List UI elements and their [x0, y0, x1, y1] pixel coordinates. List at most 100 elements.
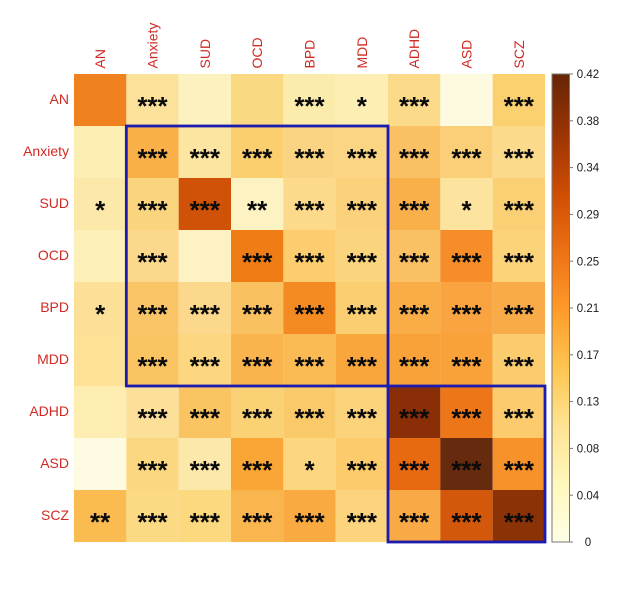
svg-text:Anxiety: Anxiety	[145, 23, 161, 69]
svg-text:***: ***	[190, 507, 221, 537]
svg-text:*: *	[357, 91, 368, 121]
svg-text:***: ***	[451, 299, 482, 329]
svg-text:***: ***	[190, 351, 221, 381]
svg-text:***: ***	[294, 299, 325, 329]
svg-text:ADHD: ADHD	[29, 403, 69, 419]
svg-text:***: ***	[451, 403, 482, 433]
svg-text:***: ***	[294, 247, 325, 277]
svg-text:***: ***	[190, 195, 221, 225]
svg-text:***: ***	[504, 91, 535, 121]
svg-text:***: ***	[137, 299, 168, 329]
svg-text:0.38: 0.38	[577, 116, 599, 128]
svg-text:AN: AN	[92, 49, 108, 68]
svg-text:***: ***	[242, 299, 273, 329]
svg-text:0: 0	[585, 537, 591, 549]
svg-text:0.34: 0.34	[577, 163, 600, 175]
svg-text:***: ***	[242, 143, 273, 173]
svg-text:*: *	[461, 195, 472, 225]
svg-text:***: ***	[137, 143, 168, 173]
svg-text:Anxiety: Anxiety	[23, 143, 69, 159]
svg-text:***: ***	[399, 247, 430, 277]
svg-text:ASD: ASD	[459, 40, 475, 69]
svg-text:***: ***	[399, 351, 430, 381]
svg-text:***: ***	[137, 247, 168, 277]
svg-text:0.08: 0.08	[577, 444, 599, 456]
svg-text:SUD: SUD	[39, 195, 69, 211]
svg-text:***: ***	[504, 143, 535, 173]
svg-text:***: ***	[347, 143, 378, 173]
svg-text:SCZ: SCZ	[511, 40, 527, 68]
svg-text:***: ***	[399, 403, 430, 433]
svg-text:***: ***	[137, 351, 168, 381]
svg-text:***: ***	[137, 195, 168, 225]
svg-text:**: **	[90, 507, 111, 537]
svg-text:***: ***	[242, 403, 273, 433]
svg-text:***: ***	[190, 143, 221, 173]
svg-text:***: ***	[399, 507, 430, 537]
svg-text:ADHD: ADHD	[406, 29, 422, 69]
svg-text:***: ***	[190, 403, 221, 433]
svg-text:AN: AN	[50, 91, 69, 107]
svg-text:*: *	[95, 195, 106, 225]
svg-text:***: ***	[347, 403, 378, 433]
svg-text:***: ***	[347, 299, 378, 329]
svg-text:***: ***	[451, 507, 482, 537]
svg-text:***: ***	[294, 143, 325, 173]
svg-text:***: ***	[399, 143, 430, 173]
svg-text:***: ***	[137, 455, 168, 485]
svg-text:***: ***	[137, 507, 168, 537]
svg-text:***: ***	[242, 507, 273, 537]
svg-text:0.42: 0.42	[577, 69, 599, 81]
svg-text:***: ***	[504, 195, 535, 225]
svg-text:0.21: 0.21	[577, 303, 599, 315]
svg-text:0.25: 0.25	[577, 256, 599, 268]
svg-text:***: ***	[451, 247, 482, 277]
svg-text:***: ***	[294, 507, 325, 537]
svg-text:***: ***	[294, 195, 325, 225]
svg-text:***: ***	[347, 195, 378, 225]
svg-text:***: ***	[347, 351, 378, 381]
svg-text:***: ***	[504, 351, 535, 381]
svg-text:*: *	[95, 299, 106, 329]
svg-text:***: ***	[190, 455, 221, 485]
svg-text:SCZ: SCZ	[41, 507, 69, 523]
svg-text:***: ***	[347, 247, 378, 277]
svg-text:***: ***	[504, 247, 535, 277]
svg-text:***: ***	[399, 91, 430, 121]
svg-text:***: ***	[399, 299, 430, 329]
svg-text:***: ***	[294, 91, 325, 121]
svg-text:MDD: MDD	[37, 351, 69, 367]
svg-text:***: ***	[242, 351, 273, 381]
svg-text:**: **	[247, 195, 268, 225]
svg-text:SUD: SUD	[197, 39, 213, 69]
svg-text:***: ***	[451, 455, 482, 485]
svg-text:BPD: BPD	[40, 299, 69, 315]
svg-text:***: ***	[347, 507, 378, 537]
svg-text:***: ***	[451, 351, 482, 381]
svg-text:0.04: 0.04	[577, 490, 600, 502]
svg-text:***: ***	[399, 455, 430, 485]
svg-text:***: ***	[451, 143, 482, 173]
svg-text:***: ***	[504, 299, 535, 329]
svg-text:BPD: BPD	[302, 40, 318, 69]
svg-text:***: ***	[347, 455, 378, 485]
svg-text:***: ***	[242, 247, 273, 277]
svg-text:*: *	[304, 455, 315, 485]
svg-text:OCD: OCD	[249, 37, 265, 68]
svg-text:***: ***	[504, 507, 535, 537]
svg-text:***: ***	[294, 403, 325, 433]
svg-text:***: ***	[399, 195, 430, 225]
svg-text:ASD: ASD	[40, 455, 69, 471]
svg-text:***: ***	[294, 351, 325, 381]
svg-text:0.29: 0.29	[577, 210, 599, 222]
svg-text:***: ***	[137, 91, 168, 121]
svg-text:MDD: MDD	[354, 37, 370, 69]
svg-text:***: ***	[504, 455, 535, 485]
svg-text:0.17: 0.17	[577, 350, 599, 362]
svg-text:OCD: OCD	[38, 247, 69, 263]
svg-text:***: ***	[190, 299, 221, 329]
svg-text:***: ***	[504, 403, 535, 433]
svg-text:***: ***	[242, 455, 273, 485]
svg-text:***: ***	[137, 403, 168, 433]
svg-text:0.13: 0.13	[577, 397, 599, 409]
